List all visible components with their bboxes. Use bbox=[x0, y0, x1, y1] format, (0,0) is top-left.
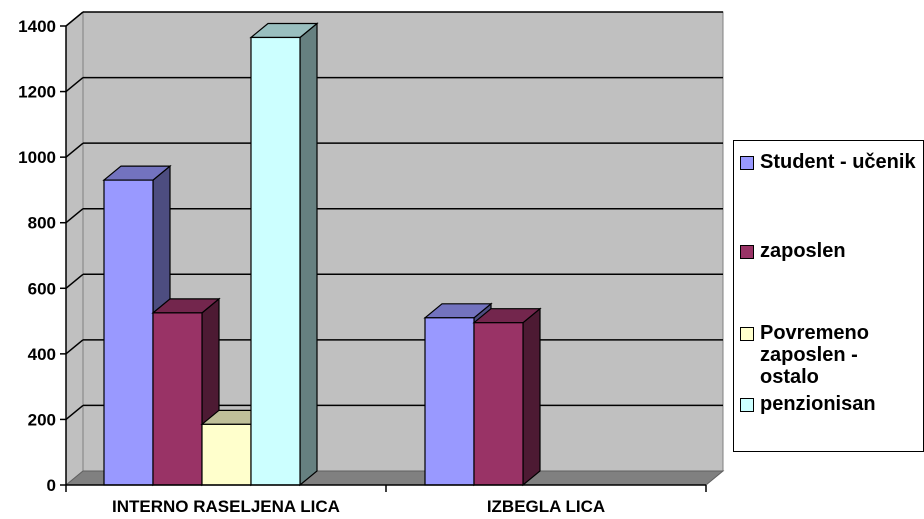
bar-front bbox=[250, 36, 301, 486]
bar-front bbox=[473, 322, 524, 486]
gridline-side bbox=[65, 142, 84, 158]
y-tick-label: 600 bbox=[28, 279, 56, 298]
bar-side bbox=[299, 22, 318, 487]
y-tick-label: 1000 bbox=[18, 148, 56, 167]
bar bbox=[472, 307, 542, 487]
legend-swatch bbox=[740, 327, 754, 341]
bars bbox=[102, 22, 542, 487]
gridline-side bbox=[65, 273, 84, 289]
bar-side bbox=[522, 307, 541, 487]
legend-swatch bbox=[740, 156, 754, 170]
legend-item-zaposlen: zaposlen bbox=[740, 240, 920, 262]
gridline-side bbox=[65, 404, 84, 421]
y-tick-label: 1400 bbox=[18, 17, 56, 36]
y-tick-label: 400 bbox=[28, 345, 56, 364]
legend-swatch bbox=[740, 245, 754, 259]
legend-item-student: Student - učenik bbox=[740, 151, 920, 173]
bar-front bbox=[152, 312, 203, 486]
gridline-side bbox=[65, 11, 84, 27]
gridline-side bbox=[65, 76, 84, 93]
y-tick-label: 200 bbox=[28, 410, 56, 429]
gridline-side bbox=[65, 208, 84, 224]
bar bbox=[249, 22, 319, 487]
legend-swatch bbox=[740, 398, 754, 412]
legend: Student - učenik zaposlen Povremeno zapo… bbox=[733, 140, 924, 452]
y-tick-label: 0 bbox=[47, 476, 56, 495]
bar-front bbox=[103, 179, 154, 486]
axes bbox=[60, 25, 707, 492]
gridline-side bbox=[65, 339, 84, 355]
legend-label: Povremeno zaposlen - ostalo bbox=[760, 322, 869, 388]
legend-item-penzionisan: penzionisan bbox=[740, 393, 920, 415]
bar-front bbox=[201, 423, 252, 486]
legend-label: zaposlen bbox=[760, 240, 846, 262]
legend-item-povremeno: Povremeno zaposlen - ostalo bbox=[740, 322, 920, 388]
y-tick-labels: 0 200 400 600 800 1000 1200 1400 bbox=[18, 17, 56, 495]
x-tick-labels: INTERNO RASELJENA LICA IZBEGLA LICA bbox=[112, 497, 605, 516]
x-tick-label: INTERNO RASELJENA LICA bbox=[112, 497, 340, 516]
side-wall bbox=[65, 10, 84, 487]
legend-label: Student - učenik bbox=[760, 151, 916, 173]
bar-front bbox=[424, 317, 475, 486]
x-tick-label: IZBEGLA LICA bbox=[487, 497, 605, 516]
y-tick-label: 1200 bbox=[18, 83, 56, 102]
bar bbox=[151, 297, 221, 487]
y-tick-label: 800 bbox=[28, 214, 56, 233]
legend-label: penzionisan bbox=[760, 393, 876, 415]
